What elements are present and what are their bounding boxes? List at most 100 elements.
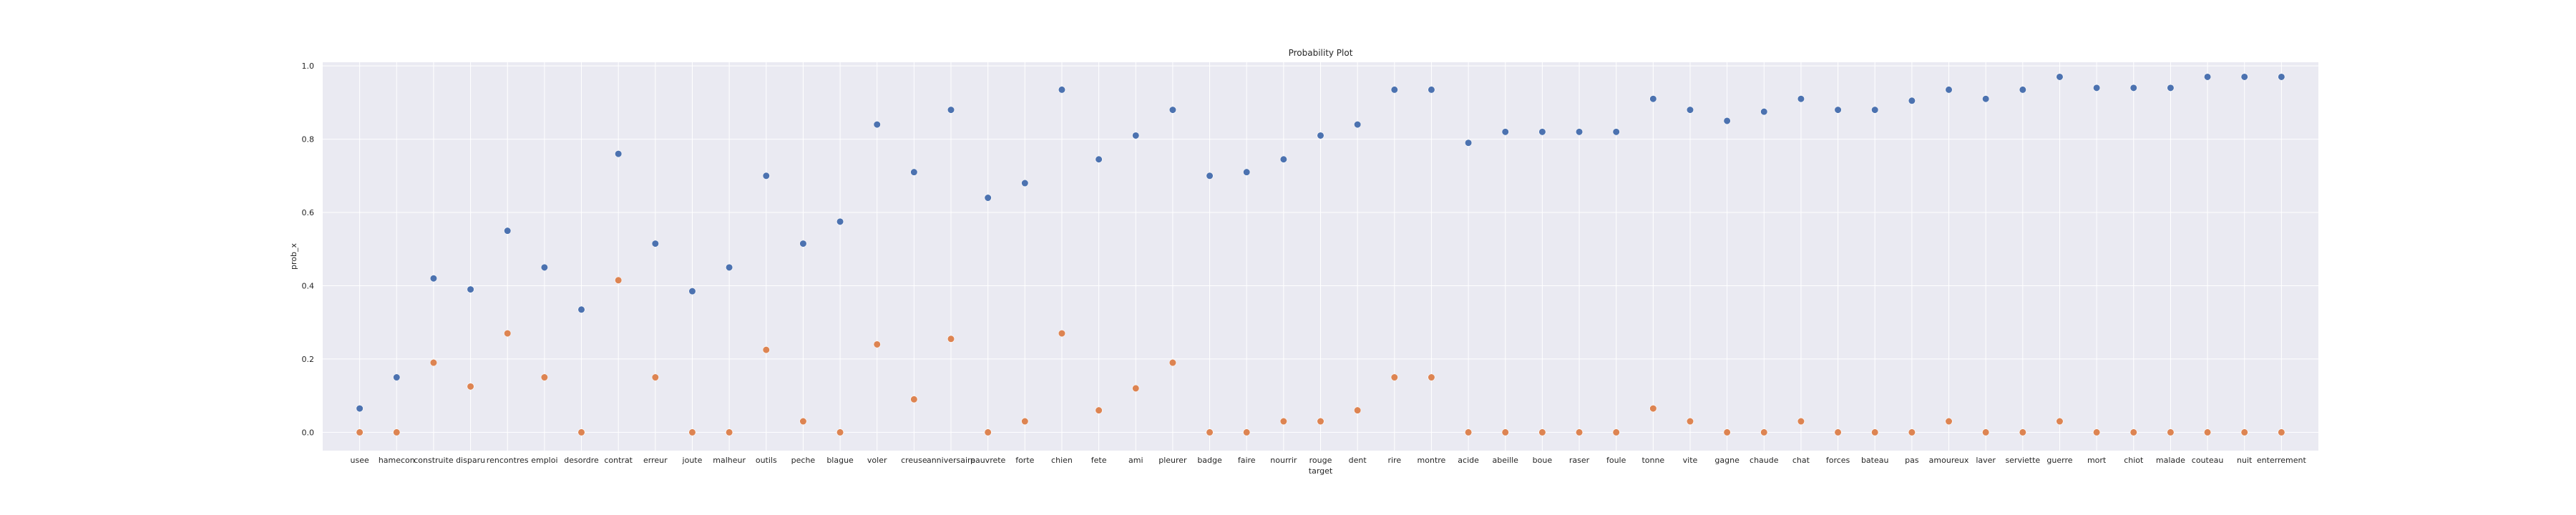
x-tick-label: couteau (2192, 456, 2224, 465)
series-2-point (1834, 428, 1842, 436)
series-1-point (1612, 128, 1620, 136)
y-tick-label: 0.4 (302, 281, 315, 290)
x-tick-label: pleurer (1158, 456, 1187, 465)
x-tick-label: gagne (1714, 456, 1740, 465)
series-1-point (2203, 73, 2212, 81)
series-1-point (1021, 179, 1029, 187)
x-axis-label: target (1309, 466, 1333, 476)
x-tick-label: guerre (2046, 456, 2072, 465)
series-1-point (1206, 172, 1214, 180)
x-tick-label: pas (1905, 456, 1919, 465)
x-tick-label: desordre (564, 456, 599, 465)
series-1-point (429, 275, 438, 283)
series-1-point (651, 240, 659, 247)
x-tick-label: forces (1826, 456, 1850, 465)
series-1-point (1058, 86, 1066, 94)
y-axis-label: prob_x (289, 243, 298, 270)
series-2-point (1132, 384, 1140, 393)
x-tick-label: fete (1091, 456, 1107, 465)
x-tick-label: vite (1683, 456, 1698, 465)
series-1-point (1945, 86, 1953, 94)
series-1-point (356, 404, 364, 413)
y-tick-label: 0.0 (302, 428, 315, 437)
series-2-point (1169, 358, 1177, 367)
series-1-point (1538, 128, 1546, 136)
series-1-point (2129, 84, 2137, 92)
y-tick-label: 1.0 (302, 62, 315, 71)
series-1-point (1686, 106, 1694, 114)
series-2-point (1317, 417, 1324, 426)
series-2-point (1243, 428, 1251, 436)
x-tick-label: serviette (2005, 456, 2040, 465)
series-2-point (2278, 428, 2285, 436)
x-tick-label: raser (1569, 456, 1590, 465)
series-2-point (429, 358, 438, 367)
series-2-point (540, 373, 548, 381)
series-2-point (504, 329, 512, 338)
x-tick-label: badge (1197, 456, 1222, 465)
series-1-point (984, 194, 992, 202)
series-2-point (1206, 428, 1214, 436)
x-tick-label: rencontres (487, 456, 529, 465)
series-1-point (1908, 97, 1916, 104)
series-1-point (1797, 95, 1805, 103)
x-tick-label: enterrement (2257, 456, 2307, 465)
series-1-point (1501, 128, 1509, 136)
series-1-point (1464, 139, 1473, 147)
series-2-point (873, 340, 881, 348)
series-1-point (762, 172, 770, 180)
series-2-point (1095, 406, 1103, 414)
series-2-point (356, 428, 364, 436)
x-tick-label: dent (1349, 456, 1367, 465)
series-1-point (836, 217, 844, 225)
series-2-point (947, 335, 955, 343)
x-tick-label: faire (1238, 456, 1256, 465)
series-2-point (1760, 428, 1768, 436)
series-2-point (577, 428, 585, 436)
series-2-point (1501, 428, 1509, 436)
series-1-point (2240, 73, 2248, 81)
series-1-point (2093, 84, 2101, 92)
series-1-point (504, 227, 512, 235)
series-2-point (1797, 417, 1805, 426)
series-2-point (2019, 428, 2026, 436)
x-tick-label: usee (351, 456, 369, 465)
series-1-point (1279, 155, 1287, 163)
series-2-point (1390, 373, 1398, 381)
x-tick-label: laver (1976, 456, 1996, 465)
series-1-point (1317, 132, 1324, 139)
x-tick-label: hamecon (379, 456, 415, 465)
series-2-point (1575, 428, 1584, 436)
x-tick-label: pauvrete (970, 456, 1006, 465)
series-2-point (615, 276, 623, 284)
x-tick-label: chaude (1750, 456, 1779, 465)
y-tick-labels: 0.0 0.2 0.4 0.6 0.8 1.0 (302, 62, 315, 437)
series-1-point (2167, 84, 2175, 92)
series-2-point (2167, 428, 2175, 436)
x-tick-label: erreur (643, 456, 668, 465)
series-2-point (467, 383, 474, 391)
series-2-point (393, 428, 401, 436)
series-2-point (1686, 417, 1694, 426)
series-1-point (2278, 73, 2285, 81)
series-1-point (393, 373, 401, 381)
x-tick-label: outils (756, 456, 777, 465)
series-1-point (688, 288, 696, 295)
series-2-point (1538, 428, 1546, 436)
series-1-point (1428, 86, 1435, 94)
series-1-point (1132, 132, 1140, 139)
series-2-point (2240, 428, 2248, 436)
series-1-point (910, 168, 918, 176)
x-tick-label: mort (2087, 456, 2107, 465)
x-tick-label: nuit (2237, 456, 2253, 465)
series-1-point (1723, 117, 1731, 125)
series-1-point (1982, 95, 1990, 103)
series-2-point (1612, 428, 1620, 436)
series-2-point (836, 428, 844, 436)
series-2-point (2203, 428, 2212, 436)
x-tick-label: forte (1015, 456, 1034, 465)
x-tick-label: contrat (604, 456, 633, 465)
x-tick-label: ami (1128, 456, 1143, 465)
series-2-point (2129, 428, 2137, 436)
